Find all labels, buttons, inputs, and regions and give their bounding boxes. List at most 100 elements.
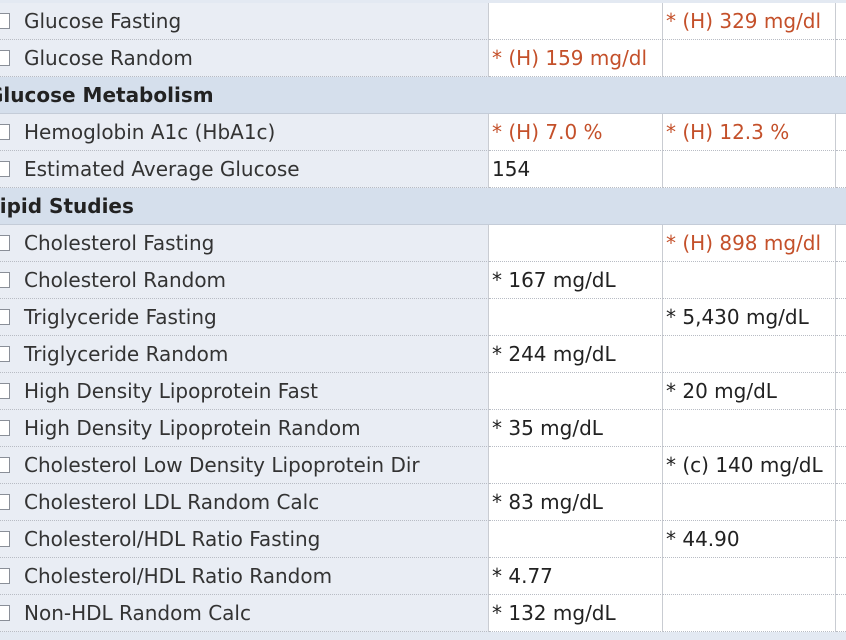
section-row: Glucose Metabolism <box>0 77 846 114</box>
result-cell[interactable] <box>836 114 846 151</box>
result-cell[interactable]: * (H) 329 mg/dl <box>663 3 836 40</box>
checkbox[interactable] <box>0 50 10 66</box>
result-value: * 4.77 <box>492 564 553 588</box>
test-name: Cholesterol LDL Random Calc <box>24 490 320 514</box>
section-title: Lipid Studies <box>0 194 134 218</box>
result-cell[interactable] <box>489 373 663 410</box>
result-cell[interactable]: * 44.90 <box>663 521 836 558</box>
result-value: * 20 mg/dL <box>666 379 777 403</box>
result-value: 154 <box>492 157 531 181</box>
result-cell[interactable] <box>663 410 836 447</box>
checkbox[interactable] <box>0 346 10 362</box>
result-cell[interactable]: * (H) 7.0 % <box>489 114 663 151</box>
result-cell[interactable] <box>836 447 846 484</box>
test-name-cell: Cholesterol/HDL Ratio Random <box>0 558 489 595</box>
result-cell[interactable]: * 20 mg/dL <box>663 373 836 410</box>
result-cell[interactable] <box>836 299 846 336</box>
result-cell[interactable] <box>836 521 846 558</box>
result-value: * (H) 329 mg/dl <box>666 9 822 33</box>
result-cell[interactable]: * 83 mg/dL <box>489 484 663 521</box>
result-cell[interactable] <box>663 595 836 632</box>
test-name: Cholesterol Low Density Lipoprotein Dir <box>24 453 420 477</box>
checkbox[interactable] <box>0 494 10 510</box>
section-header[interactable]: Lipid Studies <box>0 188 846 225</box>
checkbox[interactable] <box>0 457 10 473</box>
result-cell[interactable] <box>836 558 846 595</box>
test-name-cell: Hemoglobin A1c (HbA1c) <box>0 114 489 151</box>
result-cell[interactable] <box>836 336 846 373</box>
result-value: * 244 mg/dL <box>492 342 616 366</box>
test-name: Cholesterol Random <box>24 268 227 292</box>
result-value: * (H) 159 mg/dl <box>492 46 648 70</box>
result-cell[interactable]: * 244 mg/dL <box>489 336 663 373</box>
result-cell[interactable] <box>836 151 846 188</box>
result-cell[interactable] <box>836 225 846 262</box>
result-row: Cholesterol Fasting * (H) 898 mg/dl <box>0 225 846 262</box>
checkbox[interactable] <box>0 568 10 584</box>
result-cell[interactable] <box>489 447 663 484</box>
test-name: Cholesterol Fasting <box>24 231 215 255</box>
test-name-cell: High Density Lipoprotein Random <box>0 410 489 447</box>
result-cell[interactable] <box>489 521 663 558</box>
result-row: Hemoglobin A1c (HbA1c) * (H) 7.0 % * (H) 1… <box>0 114 846 151</box>
result-cell[interactable]: * (H) 898 mg/dl <box>663 225 836 262</box>
result-cell[interactable] <box>663 40 836 77</box>
test-name-cell: Glucose Random <box>0 40 489 77</box>
test-name-cell: Triglyceride Fasting <box>0 299 489 336</box>
result-cell[interactable] <box>663 558 836 595</box>
result-cell[interactable] <box>663 336 836 373</box>
result-cell[interactable] <box>836 262 846 299</box>
result-cell[interactable] <box>836 410 846 447</box>
checkbox[interactable] <box>0 272 10 288</box>
result-cell[interactable] <box>489 3 663 40</box>
result-cell[interactable] <box>836 595 846 632</box>
result-cell[interactable]: 154 <box>489 151 663 188</box>
test-name: Cholesterol/HDL Ratio Random <box>24 564 333 588</box>
result-cell[interactable]: * (c) 140 mg/dL <box>663 447 836 484</box>
result-cell[interactable]: * 5,430 mg/dL <box>663 299 836 336</box>
checkbox[interactable] <box>0 124 10 140</box>
result-cell[interactable] <box>836 484 846 521</box>
test-name: Estimated Average Glucose <box>24 157 300 181</box>
result-cell[interactable]: * 4.77 <box>489 558 663 595</box>
test-name: Glucose Random <box>24 46 193 70</box>
result-cell[interactable] <box>663 262 836 299</box>
result-value: * 35 mg/dL <box>492 416 603 440</box>
result-cell[interactable] <box>836 3 846 40</box>
test-name: Non-HDL Random Calc <box>24 601 251 625</box>
test-name: Cholesterol/HDL Ratio Fasting <box>24 527 321 551</box>
checkbox[interactable] <box>0 605 10 621</box>
result-cell[interactable] <box>663 151 836 188</box>
test-name-cell: Cholesterol Low Density Lipoprotein Dir <box>0 447 489 484</box>
test-name-cell: Cholesterol Random <box>0 262 489 299</box>
checkbox[interactable] <box>0 13 10 29</box>
result-cell[interactable] <box>489 225 663 262</box>
result-cell[interactable]: * 167 mg/dL <box>489 262 663 299</box>
result-cell[interactable]: * (H) 159 mg/dl <box>489 40 663 77</box>
checkbox[interactable] <box>0 309 10 325</box>
test-name: High Density Lipoprotein Fast <box>24 379 318 403</box>
result-cell[interactable]: * (H) 12.3 % <box>663 114 836 151</box>
result-cell[interactable] <box>836 373 846 410</box>
checkbox[interactable] <box>0 420 10 436</box>
result-row: Triglyceride Fasting * 5,430 mg/dL <box>0 299 846 336</box>
checkbox[interactable] <box>0 235 10 251</box>
checkbox[interactable] <box>0 161 10 177</box>
result-cell[interactable] <box>836 40 846 77</box>
result-value: * (H) 7.0 % <box>492 120 603 144</box>
result-cell[interactable]: * 35 mg/dL <box>489 410 663 447</box>
result-value: * (c) 140 mg/dL <box>666 453 823 477</box>
checkbox[interactable] <box>0 531 10 547</box>
result-cell[interactable]: * 132 mg/dL <box>489 595 663 632</box>
result-cell[interactable] <box>489 299 663 336</box>
checkbox[interactable] <box>0 383 10 399</box>
result-cell[interactable] <box>663 484 836 521</box>
test-name-cell: Estimated Average Glucose <box>0 151 489 188</box>
test-name-cell: Cholesterol/HDL Ratio Fasting <box>0 521 489 558</box>
result-value: * 44.90 <box>666 527 740 551</box>
section-header[interactable]: Glucose Metabolism <box>0 77 846 114</box>
result-row: High Density Lipoprotein Random * 35 mg/d… <box>0 410 846 447</box>
test-name-cell: Cholesterol LDL Random Calc <box>0 484 489 521</box>
result-value: * 83 mg/dL <box>492 490 603 514</box>
